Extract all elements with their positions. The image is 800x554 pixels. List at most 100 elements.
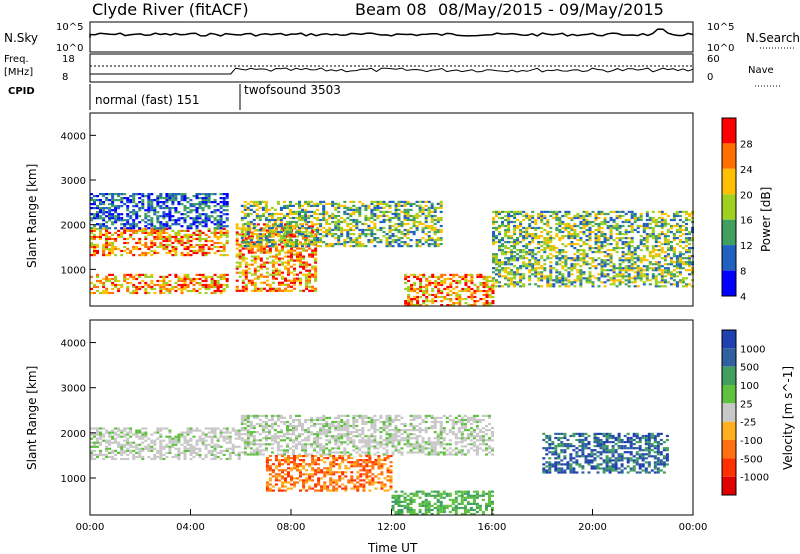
data-cell [290,249,293,252]
data-cell [289,210,292,213]
data-cell [258,453,262,456]
data-cell [96,445,99,448]
data-cell [443,273,447,276]
data-cell [654,261,658,264]
data-cell [621,259,625,262]
data-cell [657,269,661,272]
data-cell [132,225,136,228]
data-cell [394,226,398,230]
data-cell [247,243,251,246]
data-cell [141,433,145,436]
data-cell [299,265,302,268]
data-cell [96,235,99,239]
data-cell [688,230,691,234]
data-cell [585,263,589,266]
data-cell [255,243,259,246]
data-cell [688,214,691,218]
data-cell [276,224,280,228]
data-cell [537,241,541,244]
colorbar-swatch [722,168,736,195]
data-cell [311,265,315,268]
data-cell [296,259,299,262]
data-cell [498,265,501,268]
data-cell [430,239,434,242]
data-cell [564,222,568,226]
data-cell [222,201,226,204]
data-cell [90,213,93,216]
data-cell [561,235,565,238]
data-cell [537,261,541,264]
data-cell [600,267,604,270]
data-cell [573,259,577,262]
data-cell [319,200,323,203]
data-cell [615,233,619,236]
data-cell [123,203,127,206]
data-cell [308,247,312,250]
data-cell [204,291,208,295]
data-cell [174,223,178,226]
data-cell [144,281,148,285]
data-cell [237,431,241,434]
data-cell [504,247,508,250]
data-cell [235,241,239,244]
data-cell [228,437,232,440]
data-cell [685,285,688,288]
data-cell [105,245,109,249]
data-cell [210,231,214,234]
data-cell [287,255,290,258]
data-cell [334,429,338,432]
data-cell [654,241,658,244]
data-cell [93,285,96,289]
data-cell [672,275,676,278]
data-cell [274,273,278,276]
data-cell [255,451,259,454]
data-cell [258,451,262,454]
data-cell [507,228,511,232]
data-cell [228,431,232,434]
data-cell [546,222,550,226]
data-cell [126,427,130,430]
data-cell [373,441,377,444]
data-cell [534,261,538,264]
data-cell [189,199,193,202]
data-cell [561,237,565,240]
data-cell [246,233,250,236]
data-cell [274,233,278,236]
data-cell [337,206,341,209]
data-cell [567,275,571,278]
data-cell [259,265,263,268]
data-cell [615,247,619,250]
data-cell [585,220,589,224]
data-cell [159,233,163,236]
data-cell [93,433,96,436]
data-cell [585,277,589,280]
data-cell [343,228,347,232]
data-cell [367,420,371,424]
data-cell [289,230,292,234]
data-cell [213,199,217,202]
data-cell [561,214,565,218]
data-cell [313,228,317,232]
data-cell [310,233,314,236]
data-cell [621,253,625,256]
data-cell [298,422,301,426]
data-cell [268,261,272,264]
data-cell [416,298,420,301]
data-cell [427,210,431,213]
data-cell [492,230,495,234]
data-cell [243,245,247,248]
data-cell [642,230,646,234]
data-cell [367,228,371,232]
data-cell [654,267,658,270]
data-cell [361,429,365,432]
data-cell [434,285,438,289]
data-cell [268,283,272,286]
data-cell [225,219,229,222]
data-cell [174,249,178,253]
data-cell [102,233,106,236]
data-cell [558,251,562,254]
data-cell [105,233,109,236]
data-cell [147,209,151,212]
data-cell [316,418,320,422]
data-cell [615,285,619,288]
